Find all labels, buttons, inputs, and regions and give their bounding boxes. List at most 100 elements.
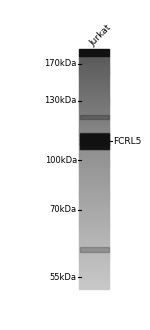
Bar (79, 217, 110, 219)
Bar (79, 77, 110, 80)
Bar (79, 108, 110, 110)
Bar (79, 58, 110, 60)
Bar (79, 75, 110, 78)
Bar (79, 170, 110, 172)
Bar (80, 139, 109, 140)
Bar (80, 134, 109, 135)
Bar (79, 160, 110, 163)
Bar (79, 215, 110, 217)
Bar (80, 144, 109, 146)
Bar (79, 118, 110, 120)
Bar (79, 259, 110, 261)
Bar (79, 218, 110, 221)
Bar (79, 98, 110, 101)
Bar (80, 115, 109, 119)
Bar (79, 162, 110, 165)
Bar (79, 89, 110, 91)
Bar (79, 79, 110, 81)
Bar (79, 201, 110, 203)
Bar (79, 203, 110, 205)
Bar (80, 145, 109, 146)
Bar (79, 182, 110, 184)
Bar (79, 81, 110, 83)
Bar (79, 135, 110, 138)
Bar (79, 193, 110, 196)
Bar (79, 199, 110, 201)
Bar (79, 155, 110, 157)
Bar (79, 139, 110, 141)
Bar (80, 133, 109, 134)
Bar (80, 135, 109, 136)
Bar (80, 134, 109, 135)
Bar (79, 265, 110, 267)
Text: 170kDa: 170kDa (45, 59, 77, 68)
Bar (79, 222, 110, 225)
Bar (79, 153, 110, 155)
Bar (79, 122, 110, 124)
Bar (79, 164, 110, 167)
Bar (80, 137, 109, 138)
Bar (79, 286, 110, 289)
Bar (79, 168, 110, 170)
Bar (80, 148, 109, 149)
Bar (79, 166, 110, 169)
Bar (79, 120, 110, 122)
Bar (79, 129, 110, 132)
Bar (79, 213, 110, 215)
Bar (79, 228, 110, 230)
Bar (79, 62, 110, 64)
Bar (79, 226, 110, 229)
Bar (79, 253, 110, 256)
Bar (79, 71, 110, 74)
Bar (80, 136, 109, 137)
Bar (79, 69, 110, 72)
Bar (79, 178, 110, 180)
Bar (79, 137, 110, 140)
Bar (79, 197, 110, 200)
Bar (79, 110, 110, 112)
Bar (79, 97, 110, 99)
Bar (79, 172, 110, 174)
Bar (79, 141, 110, 143)
Bar (79, 149, 110, 151)
Bar (79, 267, 110, 269)
Bar (80, 142, 109, 143)
Bar (79, 151, 110, 153)
Bar (79, 275, 110, 277)
Bar (79, 64, 110, 66)
Bar (79, 83, 110, 85)
Text: 55kDa: 55kDa (50, 273, 77, 282)
Bar (79, 251, 110, 254)
Bar (79, 279, 110, 281)
Text: FCRL5: FCRL5 (113, 137, 141, 146)
Bar (79, 66, 110, 68)
Bar (79, 126, 110, 128)
Bar (79, 188, 110, 190)
Bar (79, 186, 110, 188)
Bar (79, 207, 110, 209)
Bar (79, 174, 110, 176)
Text: 100kDa: 100kDa (45, 156, 77, 165)
Bar (79, 280, 110, 283)
Bar (79, 220, 110, 223)
Bar (79, 257, 110, 260)
Bar (79, 249, 110, 252)
Bar (79, 68, 110, 70)
Bar (79, 73, 110, 76)
Bar (79, 244, 110, 246)
Bar (79, 176, 110, 178)
Bar (79, 191, 110, 194)
Bar (79, 116, 110, 118)
Bar (79, 205, 110, 207)
Bar (79, 271, 110, 273)
Bar (79, 277, 110, 279)
Bar (79, 114, 110, 116)
Bar (80, 138, 109, 139)
Bar (79, 158, 110, 161)
Bar (79, 195, 110, 198)
Bar (79, 269, 110, 271)
Bar (79, 209, 110, 211)
Bar (80, 148, 109, 149)
Bar (79, 49, 110, 56)
Bar (79, 85, 110, 87)
